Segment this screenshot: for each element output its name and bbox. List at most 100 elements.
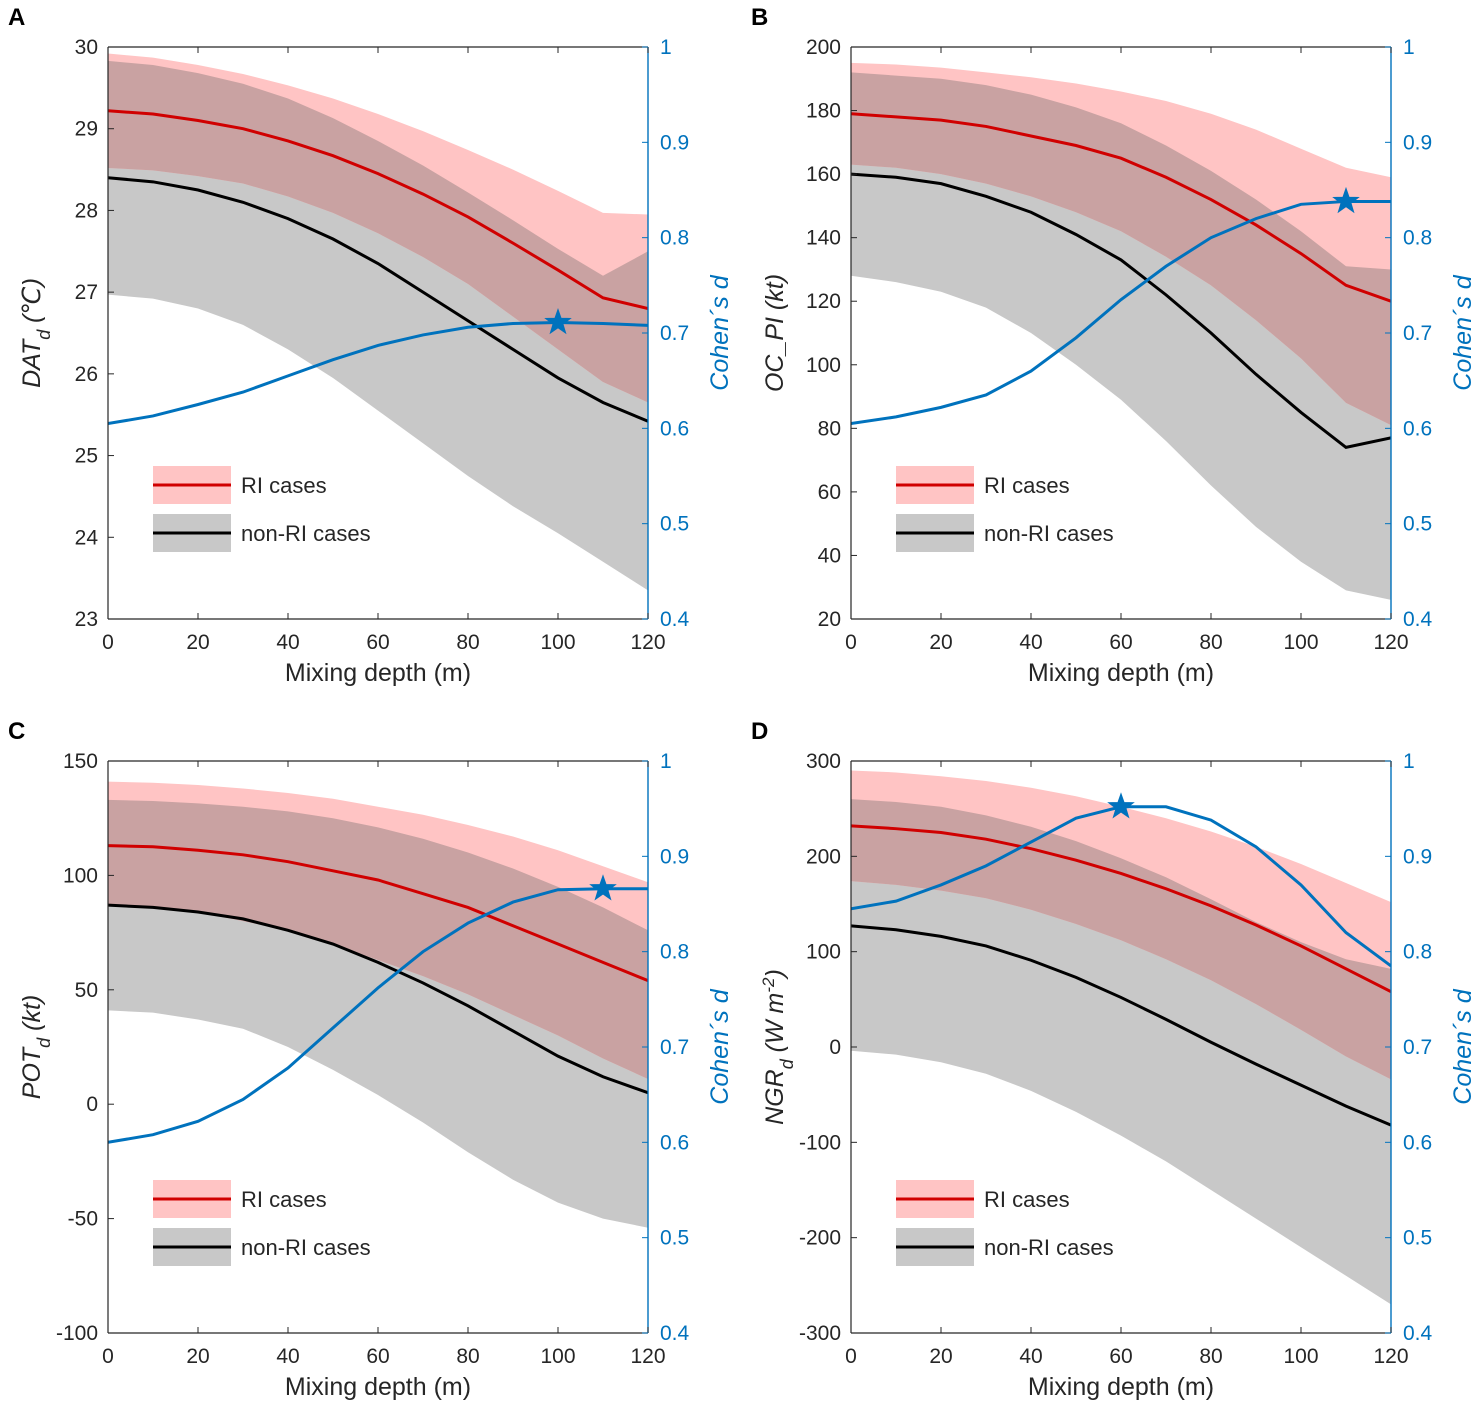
y-right-tick-label: 0.5 (1403, 1227, 1432, 1250)
max-cohen-star-marker (1107, 792, 1135, 819)
cohen-d-line (851, 199, 1391, 426)
y-label-end: ) (761, 969, 789, 980)
y-right-tick-label: 0.7 (1403, 1036, 1432, 1059)
panel-d: 0 20 40 60 80 100 120 -300 -200 -100 0 100 200 300 0.4… (751, 718, 1476, 1401)
y-label-main: DAT (18, 338, 46, 388)
y-right-axis-label: Cohen´s d (706, 988, 734, 1104)
y-axis-label: OC_PI (kt) (761, 274, 789, 392)
y-right-tick-label: 0.9 (1403, 131, 1432, 154)
legend: RI cases non-RI cases (896, 466, 1114, 552)
y-tick-label: 30 (75, 36, 98, 59)
y-right-tick-label: 0.5 (660, 1227, 689, 1250)
x-tick-label: 0 (845, 631, 857, 654)
y-right-tick-label: 0.6 (660, 417, 689, 440)
y-tick-label: -300 (799, 1322, 841, 1345)
y-label-unit: (kt) (761, 274, 789, 317)
legend-ri-label: RI cases (984, 1187, 1070, 1212)
y-right-tick-label: 0.8 (660, 941, 689, 964)
y-tick-label: 80 (818, 417, 841, 440)
y-label-main: POT (18, 1046, 46, 1099)
y-tick-label: 50 (75, 979, 98, 1002)
legend-ri-label: RI cases (984, 473, 1070, 498)
max-cohen-star-marker (589, 874, 617, 901)
y-tick-label: 40 (818, 544, 841, 567)
panel-c: 0 20 40 60 80 100 120 -100 -50 0 50 100 150 0.4 0.5 0.6… (8, 718, 734, 1401)
legend: RI cases non-RI cases (153, 466, 371, 552)
y-tick-label: 27 (75, 281, 98, 304)
y-label-sub: d (34, 1037, 54, 1048)
y-tick-label: 60 (818, 481, 841, 504)
y-right-tick-label: 0.6 (1403, 1131, 1432, 1154)
x-tick-label: 20 (186, 1345, 209, 1368)
legend-nonri-label: non-RI cases (241, 1235, 371, 1260)
y-tick-label: 28 (75, 199, 98, 222)
y-tick-label: -200 (799, 1227, 841, 1250)
legend-ri-label: RI cases (241, 1187, 327, 1212)
y-axis-label: POTd (kt) (18, 995, 54, 1099)
x-tick-label: 60 (1109, 1345, 1132, 1368)
y-tick-label: -100 (56, 1322, 98, 1345)
overlap-band (108, 60, 648, 403)
x-tick-label: 100 (540, 631, 575, 654)
y-label-main: NGR (761, 1069, 789, 1125)
x-axis-label: Mixing depth (m) (1028, 1373, 1214, 1401)
y-tick-label: 180 (806, 100, 841, 123)
x-tick-label: 80 (456, 1345, 479, 1368)
x-tick-label: 40 (1019, 631, 1042, 654)
y-label-unit: (W m (761, 993, 789, 1060)
y-right-axis-label: Cohen´s d (1449, 274, 1476, 390)
x-tick-label: 40 (1019, 1345, 1042, 1368)
x-tick-label: 120 (630, 1345, 665, 1368)
ri-mean-line (108, 844, 648, 983)
plot-area (108, 781, 648, 1228)
y-tick-label: 100 (806, 354, 841, 377)
y-right-tick-label: 1 (660, 36, 672, 59)
max-cohen-star-marker (544, 307, 572, 335)
y-tick-label: 0 (86, 1093, 98, 1116)
y-tick-label: 23 (75, 608, 98, 631)
x-tick-label: 0 (845, 1345, 857, 1368)
y-tick-label: 300 (806, 750, 841, 773)
x-tick-label: 100 (540, 1345, 575, 1368)
y-right-tick-label: 0.7 (1403, 322, 1432, 345)
legend: RI cases non-RI cases (153, 1180, 371, 1266)
y-right-tick-label: 0.9 (660, 845, 689, 868)
x-tick-label: 20 (186, 631, 209, 654)
overlap-band (108, 799, 648, 1080)
x-tick-label: 20 (929, 1345, 952, 1368)
y-right-tick-label: 1 (1403, 36, 1415, 59)
y-tick-label: 0 (829, 1036, 841, 1059)
y-tick-label: 120 (806, 290, 841, 313)
y-tick-label: 25 (75, 445, 98, 468)
legend-nonri-label: non-RI cases (241, 521, 371, 546)
x-tick-label: 0 (102, 1345, 114, 1368)
x-tick-label: 20 (929, 631, 952, 654)
panel-a: 0 20 40 60 80 100 120 23 24 25 26 27 28 29 30 0.4 0.5 0.6… (8, 4, 734, 687)
y-label-sup: -2 (759, 977, 778, 993)
y-right-tick-label: 1 (660, 750, 672, 773)
y-tick-label: 100 (806, 941, 841, 964)
y-right-tick-label: 1 (1403, 750, 1415, 773)
x-tick-label: 60 (366, 631, 389, 654)
nonri-band (108, 60, 648, 591)
overlap-band (851, 799, 1391, 1080)
y-label-sub: d (34, 329, 54, 340)
x-tick-label: 0 (102, 631, 114, 654)
y-right-tick-label: 0.7 (660, 322, 689, 345)
y-right-tick-label: 0.9 (660, 131, 689, 154)
x-tick-label: 120 (630, 631, 665, 654)
y-right-tick-label: 0.7 (660, 1036, 689, 1059)
x-tick-label: 40 (276, 631, 299, 654)
y-label-unit: (kt) (18, 995, 46, 1038)
y-label-sub: d (777, 1058, 797, 1069)
x-tick-label: 120 (1373, 631, 1408, 654)
y-axis-label: NGRd (W m-2) (759, 969, 798, 1125)
y-tick-label: 200 (806, 36, 841, 59)
legend-ri-label: RI cases (241, 473, 327, 498)
x-axis-label: Mixing depth (m) (285, 659, 471, 687)
y-right-tick-label: 0.9 (1403, 845, 1432, 868)
x-tick-label: 60 (366, 1345, 389, 1368)
nonri-mean-line (851, 172, 1391, 450)
y-tick-label: 24 (75, 526, 99, 549)
legend: RI cases non-RI cases (896, 1180, 1114, 1266)
